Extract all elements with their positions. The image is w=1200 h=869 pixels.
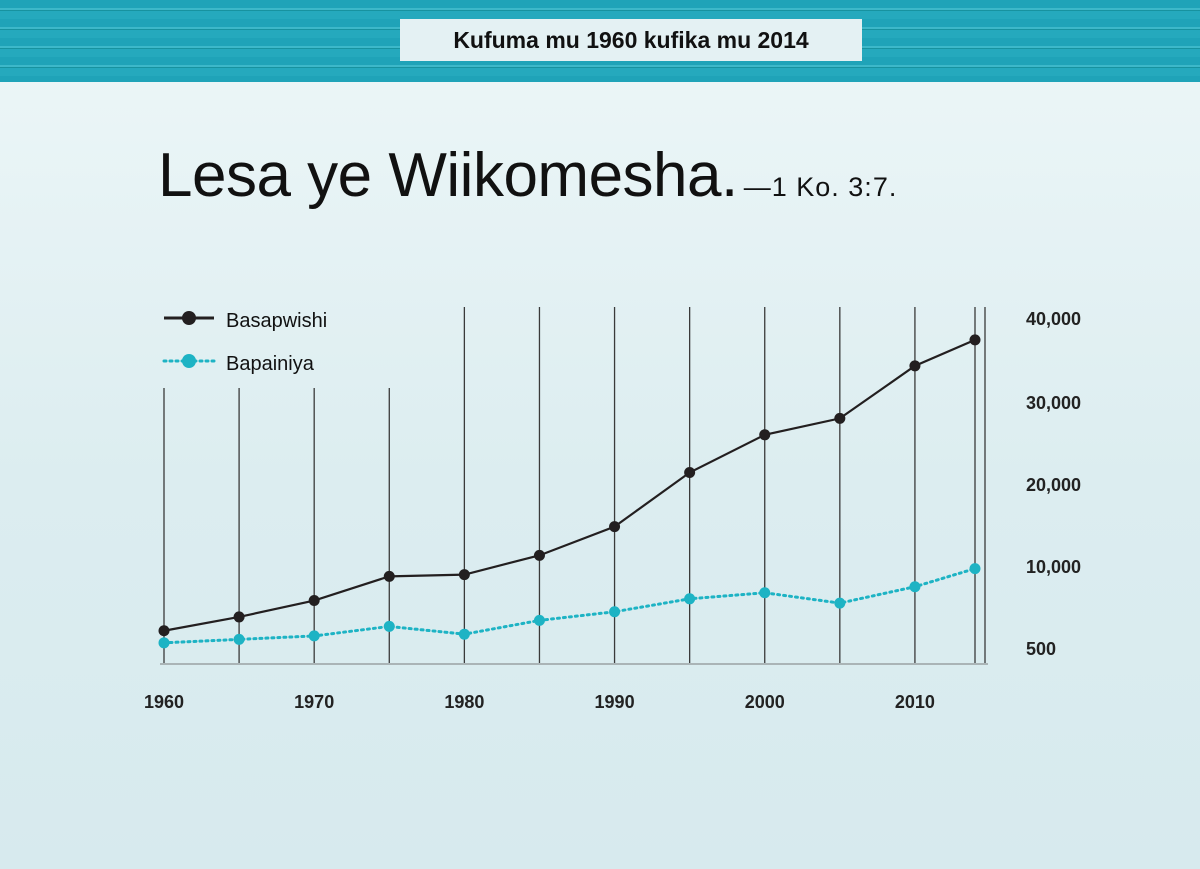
x-tick-label: 1960 <box>144 692 184 712</box>
y-tick-label: 30,000 <box>1026 393 1081 413</box>
data-point <box>909 581 921 593</box>
data-point <box>233 611 245 623</box>
x-tick-label: 1990 <box>595 692 635 712</box>
x-tick-label: 1980 <box>444 692 484 712</box>
data-point <box>759 429 771 441</box>
legend-marker-basapwishi <box>182 311 196 325</box>
chart-grid <box>163 307 986 664</box>
headline-text: Lesa ye Wiikomesha. <box>158 141 738 210</box>
series-line <box>162 567 977 645</box>
banner-title: Kufuma mu 1960 kufika mu 2014 <box>400 19 862 61</box>
data-point <box>834 412 846 424</box>
data-point <box>909 360 921 372</box>
headline-reference: —1 Ko. 3:7. <box>743 172 898 202</box>
data-point <box>458 628 470 640</box>
chart-series <box>158 334 981 649</box>
data-point <box>609 521 621 533</box>
page-headline: Lesa ye Wiikomesha. —1 Ko. 3:7. <box>158 140 897 211</box>
x-tick-label: 2010 <box>895 692 935 712</box>
data-point <box>383 570 395 582</box>
data-point <box>158 625 170 637</box>
x-tick-label: 2000 <box>745 692 785 712</box>
series-basapwishi <box>158 334 981 637</box>
data-point <box>684 593 696 605</box>
data-point <box>458 569 470 581</box>
header-banner: Kufuma mu 1960 kufika mu 2014 <box>0 0 1200 82</box>
y-tick-label: 20,000 <box>1026 475 1081 495</box>
data-point <box>684 467 696 479</box>
data-point <box>308 630 320 642</box>
data-point <box>233 633 245 645</box>
legend-label-basapwishi: Basapwishi <box>226 310 327 332</box>
x-tick-label: 1970 <box>294 692 334 712</box>
data-point <box>969 334 981 346</box>
y-tick-label: 40,000 <box>1026 309 1081 329</box>
series-line <box>163 338 976 632</box>
data-point <box>533 614 545 626</box>
y-tick-label: 10,000 <box>1026 557 1081 577</box>
data-point <box>834 597 846 609</box>
data-point <box>308 595 320 607</box>
data-point <box>969 563 981 575</box>
y-axis-ticks: 500 10,000 20,000 30,000 40,000 <box>1026 309 1081 659</box>
series-bapainiya <box>158 563 981 649</box>
data-point <box>158 637 170 649</box>
data-point <box>759 587 771 599</box>
data-point <box>533 549 545 561</box>
legend-marker-bapainiya <box>182 354 196 368</box>
y-tick-label: 500 <box>1026 639 1056 659</box>
legend-label-bapainiya: Bapainiya <box>226 353 315 375</box>
data-point <box>609 606 621 618</box>
x-axis-ticks: 1960 1970 1980 1990 2000 2010 <box>144 692 935 712</box>
chart-legend: Basapwishi Bapainiya <box>162 310 327 375</box>
data-point <box>383 620 395 632</box>
